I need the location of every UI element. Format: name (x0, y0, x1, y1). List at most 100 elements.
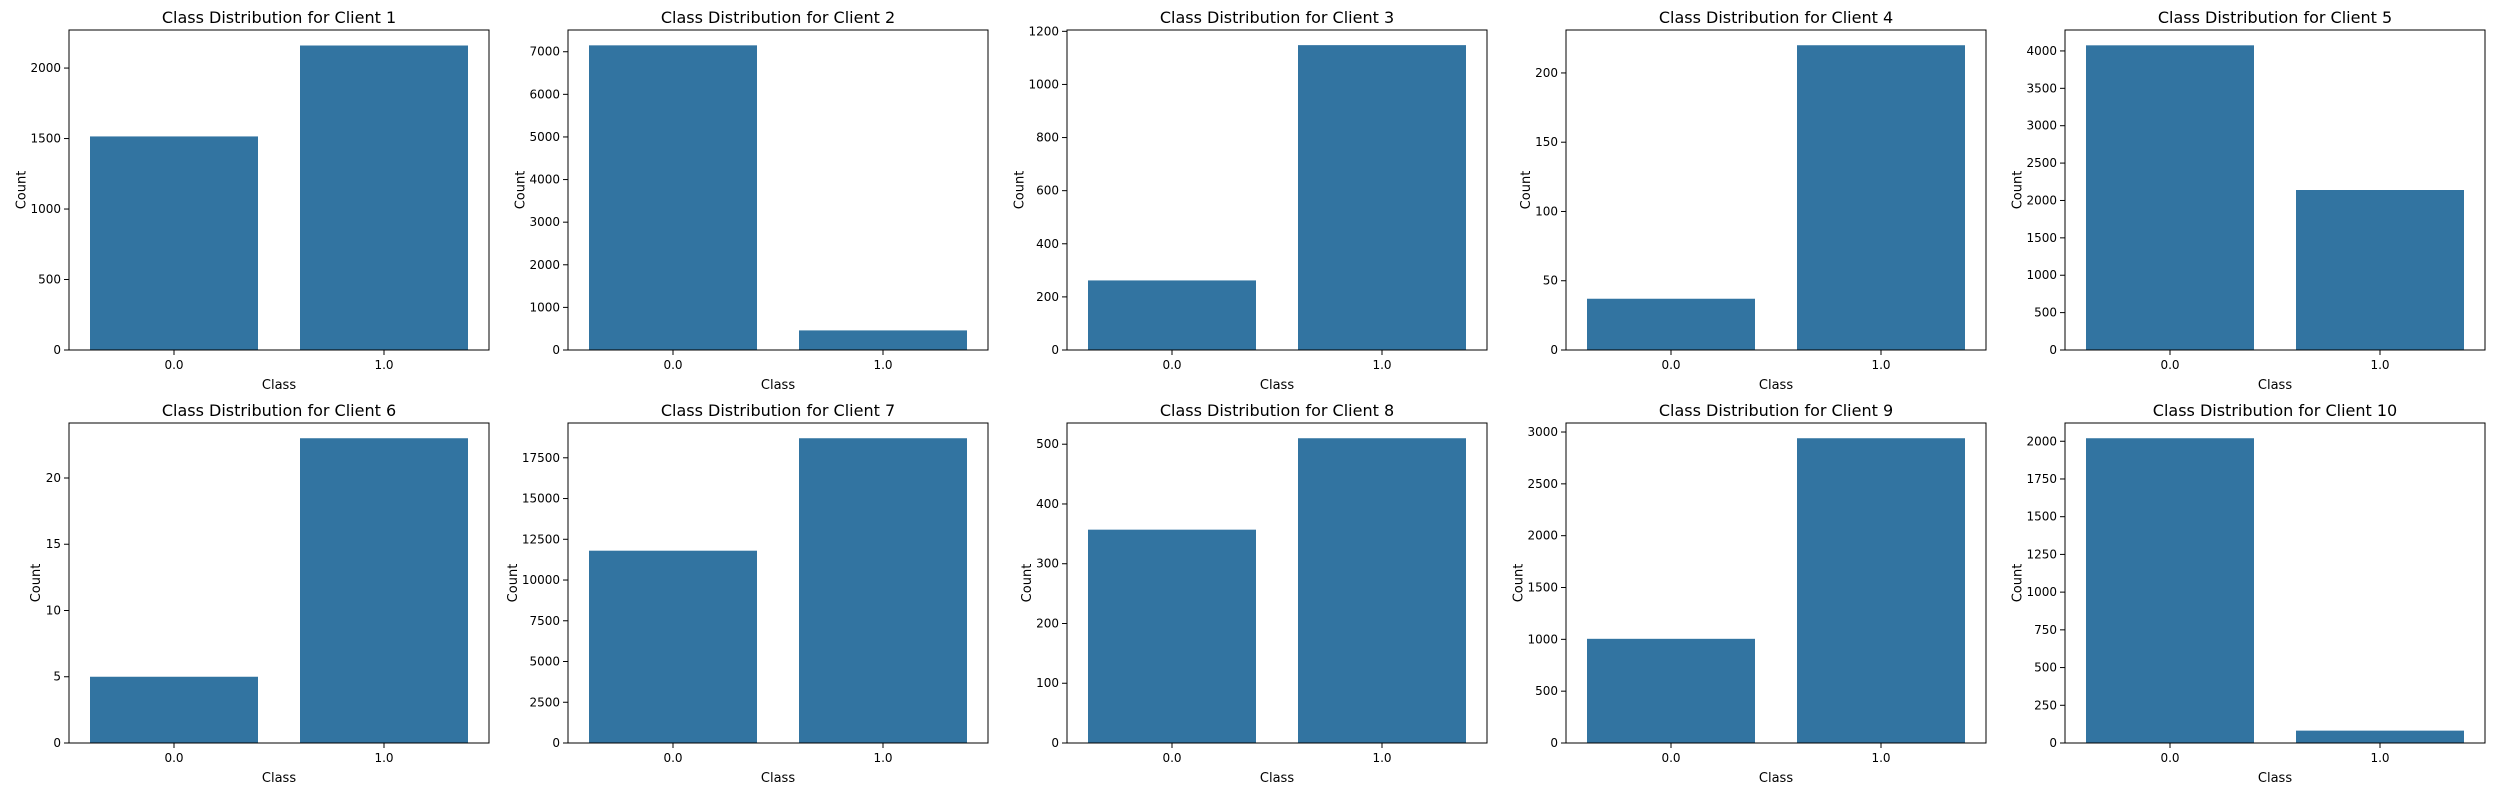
chart-title: Class Distribution for Client 2 (661, 8, 895, 27)
y-axis-label: Count (14, 171, 29, 210)
y-tick-label: 200 (1036, 616, 1059, 630)
y-tick-label: 17500 (522, 451, 560, 465)
y-tick-label: 1000 (1527, 632, 1558, 646)
y-tick-label: 2500 (2026, 156, 2057, 170)
chart-panel-4: 0 50 100 150 200 0.0 1.0 Class Distribution for… (1519, 8, 1987, 393)
bar-1.0 (1298, 438, 1466, 743)
x-tick-label: 1.0 (1372, 358, 1391, 372)
y-tick-label: 500 (2034, 661, 2057, 675)
y-tick-label: 0 (2049, 736, 2057, 750)
chart-title: Class Distribution for Client 6 (162, 401, 396, 420)
chart-panel-1: 0 500 1000 1500 2000 0.0 1.0 Class Distribution… (14, 8, 490, 393)
y-tick-label: 0 (2049, 343, 2057, 357)
x-tick-label: 0.0 (663, 358, 682, 372)
chart-panel-9: 0 500 1000 1500 2000 2500 3000 0.0 1.0 Class Dist… (1511, 401, 1987, 786)
y-tick-label: 4000 (2026, 44, 2057, 58)
y-tick-label: 0 (1051, 343, 1059, 357)
x-tick-label: 0.0 (1162, 358, 1181, 372)
x-tick-label: 0.0 (2160, 751, 2179, 765)
x-tick-label: 0.0 (1162, 751, 1181, 765)
y-tick-label: 500 (38, 273, 61, 287)
y-tick-label: 1000 (30, 202, 61, 216)
y-tick-label: 200 (1036, 290, 1059, 304)
y-tick-label: 15 (46, 537, 61, 551)
bar-0.0 (1587, 638, 1755, 743)
x-tick-label: 0.0 (1661, 358, 1680, 372)
x-tick-label: 0.0 (1661, 751, 1680, 765)
y-axis-label: Count (1511, 564, 1526, 603)
bar-0.0 (1587, 298, 1755, 350)
y-tick-label: 1500 (2026, 231, 2057, 245)
y-tick-label: 400 (1036, 237, 1059, 251)
y-tick-label: 2000 (30, 61, 61, 75)
plot-frame (567, 422, 989, 744)
plot-frame (2064, 29, 2486, 351)
y-tick-label: 1000 (1028, 77, 1059, 91)
bar-1.0 (2296, 190, 2464, 350)
x-tick-label: 1.0 (1372, 751, 1391, 765)
y-tick-label: 1000 (2026, 585, 2057, 599)
y-tick-label: 6000 (529, 87, 560, 101)
bar-0.0 (1088, 280, 1256, 350)
bar-1.0 (799, 438, 967, 743)
chart-panel-2: 0 1000 2000 3000 4000 5000 6000 7000 0.0 1.0 Class… (513, 8, 989, 393)
y-tick-label: 0 (1550, 736, 1558, 750)
y-tick-label: 3500 (2026, 81, 2057, 95)
y-tick-label: 1250 (2026, 547, 2057, 561)
y-tick-label: 1200 (1028, 24, 1059, 38)
y-tick-label: 0 (552, 343, 560, 357)
y-tick-label: 150 (1535, 135, 1558, 149)
bar-0.0 (589, 45, 757, 351)
x-tick-label: 0.0 (663, 751, 682, 765)
x-tick-label: 1.0 (374, 751, 393, 765)
chart-title: Class Distribution for Client 1 (162, 8, 396, 27)
y-tick-label: 2000 (1527, 529, 1558, 543)
x-axis-label: Class (2258, 771, 2292, 786)
chart-title: Class Distribution for Client 8 (1160, 401, 1394, 420)
chart-title: Class Distribution for Client 9 (1659, 401, 1893, 420)
y-tick-label: 1000 (2026, 268, 2057, 282)
y-tick-label: 500 (1036, 437, 1059, 451)
x-axis-label: Class (2258, 378, 2292, 393)
x-tick-label: 1.0 (374, 358, 393, 372)
y-tick-label: 3000 (2026, 119, 2057, 133)
y-tick-label: 12500 (522, 532, 560, 546)
x-axis-label: Class (1759, 378, 1793, 393)
y-tick-label: 2000 (529, 258, 560, 272)
y-tick-label: 10000 (522, 573, 560, 587)
x-tick-label: 1.0 (2370, 358, 2389, 372)
plot-frame (1565, 422, 1987, 744)
y-tick-label: 3000 (529, 215, 560, 229)
y-tick-label: 1000 (529, 300, 560, 314)
y-axis-label: Count (2010, 171, 2025, 210)
plot-frame (1066, 29, 1488, 351)
chart-title: Class Distribution for Client 10 (2153, 401, 2397, 420)
y-tick-label: 7500 (529, 614, 560, 628)
y-tick-label: 15000 (522, 492, 560, 506)
chart-title: Class Distribution for Client 3 (1160, 8, 1394, 27)
chart-panel-3: 0 200 400 600 800 1000 1200 0.0 1.0 Class Distrib… (1012, 8, 1488, 393)
chart-title: Class Distribution for Client 7 (661, 401, 895, 420)
y-tick-label: 2000 (2026, 193, 2057, 207)
y-tick-label: 100 (1036, 676, 1059, 690)
y-tick-label: 0 (53, 736, 61, 750)
y-tick-label: 5000 (529, 130, 560, 144)
chart-title: Class Distribution for Client 4 (1659, 8, 1893, 27)
y-tick-label: 0 (552, 736, 560, 750)
y-tick-label: 7000 (529, 45, 560, 59)
y-tick-label: 2500 (529, 695, 560, 709)
y-tick-label: 2000 (2026, 434, 2057, 448)
x-axis-label: Class (262, 771, 296, 786)
bar-0.0 (90, 676, 258, 743)
bar-0.0 (90, 136, 258, 350)
x-axis-label: Class (262, 378, 296, 393)
x-axis-label: Class (1260, 771, 1294, 786)
bar-0.0 (2086, 45, 2254, 351)
y-tick-label: 0 (1550, 343, 1558, 357)
y-axis-label: Count (513, 171, 528, 210)
x-tick-label: 0.0 (164, 751, 183, 765)
y-tick-label: 0 (53, 343, 61, 357)
x-tick-label: 1.0 (873, 751, 892, 765)
y-tick-label: 500 (2034, 306, 2057, 320)
